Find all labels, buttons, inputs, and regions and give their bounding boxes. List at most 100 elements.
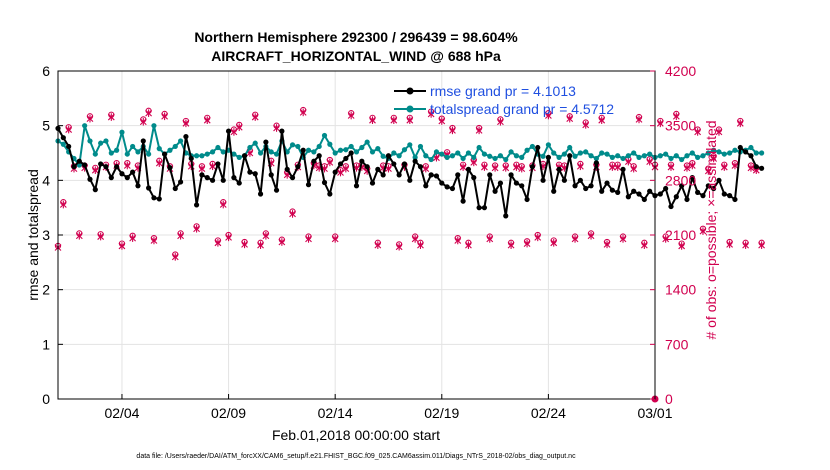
rmse-point: [380, 172, 386, 178]
obs-assimilated-marker: [459, 163, 467, 171]
x-tick-label: 02/09: [211, 405, 246, 421]
totalspread-point: [497, 153, 504, 159]
rmse-point: [295, 164, 301, 170]
obs-assimilated-marker: [369, 116, 376, 124]
rmse-point: [119, 171, 125, 177]
y-axis-label: rmse and totalspread: [25, 169, 41, 301]
rmse-point: [737, 144, 743, 151]
obs-assimilated-marker: [97, 232, 105, 241]
totalspread-point: [423, 153, 429, 159]
legend-totalspread-marker: [406, 105, 414, 113]
obs-assimilated-marker: [614, 163, 622, 171]
obs-assimilated-marker: [475, 126, 483, 135]
totalspread-point: [620, 155, 626, 162]
obs-assimilated-marker: [715, 128, 723, 136]
rmse-point: [497, 180, 504, 186]
totalspread-point: [92, 151, 98, 157]
totalspread-point: [679, 156, 685, 163]
x-tick-label: 02/24: [531, 405, 566, 421]
rmse-point: [700, 193, 706, 199]
totalspread-point: [167, 147, 173, 153]
obs-assimilated-marker: [198, 164, 206, 173]
rmse-point: [172, 185, 178, 192]
obs-assimilated-marker: [694, 128, 702, 136]
totalspread-point: [130, 143, 136, 150]
rmse-point: [268, 172, 274, 178]
rmse-point: [583, 185, 589, 192]
rmse-point: [247, 169, 253, 175]
totalspread-point: [599, 150, 605, 156]
totalspread-point: [215, 144, 221, 151]
left-axis-ticks: 0 1 2 3 4 5 6: [42, 63, 63, 407]
obs-assimilated-marker: [262, 231, 270, 240]
obs-assimilated-marker: [587, 231, 595, 240]
y2-tick-label: 1400: [665, 282, 696, 298]
rmse-point: [156, 196, 162, 202]
legend-totalspread-label: totalspread grand pr = 4.5712: [430, 101, 614, 117]
obs-assimilated-marker: [481, 163, 488, 171]
rmse-point: [369, 180, 376, 186]
rmse-point: [103, 164, 109, 170]
obs-assimilated-marker: [235, 123, 243, 132]
y-tick-label: 1: [42, 336, 50, 352]
obs-assimilated-marker: [331, 235, 339, 243]
totalspread-point: [716, 149, 722, 155]
totalspread-point: [305, 147, 312, 153]
obs-assimilated-marker: [225, 233, 232, 242]
obs-assimilated-marker: [129, 234, 137, 242]
obs-assimilated-marker: [171, 253, 179, 261]
rmse-point: [588, 183, 594, 189]
obs-assimilated-marker: [374, 241, 382, 249]
rmse-point: [748, 153, 754, 159]
rmse-point: [455, 172, 461, 178]
rmse-point: [407, 177, 413, 183]
totalspread-point: [471, 154, 477, 160]
totalspread-point: [508, 149, 514, 155]
rmse-point: [508, 172, 514, 178]
rmse-point: [604, 180, 610, 186]
obs-assimilated-marker: [347, 111, 355, 120]
rmse-point: [263, 139, 269, 145]
rmse-point: [92, 187, 98, 193]
rmse-point: [465, 166, 472, 172]
totalspread-point: [231, 151, 237, 157]
obs-assimilated-marker: [598, 116, 606, 124]
rmse-point: [577, 177, 583, 183]
obs-assimilated-marker: [214, 239, 222, 247]
obs-assimilated-marker: [646, 157, 654, 166]
totalspread-point: [337, 147, 344, 153]
rmse-point: [476, 205, 482, 211]
rmse-point: [391, 161, 397, 167]
obs-assimilated-marker: [683, 164, 691, 172]
totalspread-point: [327, 141, 333, 147]
rmse-point: [487, 172, 493, 178]
obs-assimilated-marker: [390, 116, 398, 124]
totalspread-point: [727, 150, 733, 156]
obs-assimilated-marker: [406, 116, 414, 124]
obs-assimilated-marker: [193, 224, 200, 233]
y-tick-label: 5: [42, 118, 50, 134]
grid: [58, 71, 655, 399]
rmse-point: [396, 172, 402, 178]
obs-assimilated-marker: [608, 163, 616, 171]
totalspread-point: [455, 150, 461, 156]
rmse-point: [524, 196, 530, 203]
totalspread-point: [391, 150, 397, 156]
rmse-point: [631, 188, 637, 194]
totalspread-point: [695, 154, 701, 160]
rmse-point: [305, 182, 312, 188]
totalspread-point: [545, 142, 551, 148]
rmse-point: [385, 153, 392, 159]
obs-assimilated-marker: [209, 162, 216, 171]
rmse-point: [177, 179, 184, 185]
y2-tick-label: 3500: [665, 118, 696, 134]
rmse-point: [188, 155, 194, 162]
rmse-point: [114, 164, 120, 170]
totalspread-point: [668, 155, 674, 162]
obs-assimilated-marker: [688, 161, 696, 170]
totalspread-point: [108, 150, 114, 156]
totalspread-point: [114, 147, 120, 153]
totalspread-point: [412, 154, 418, 160]
rmse-point: [279, 128, 285, 134]
rmse-point: [732, 196, 738, 203]
